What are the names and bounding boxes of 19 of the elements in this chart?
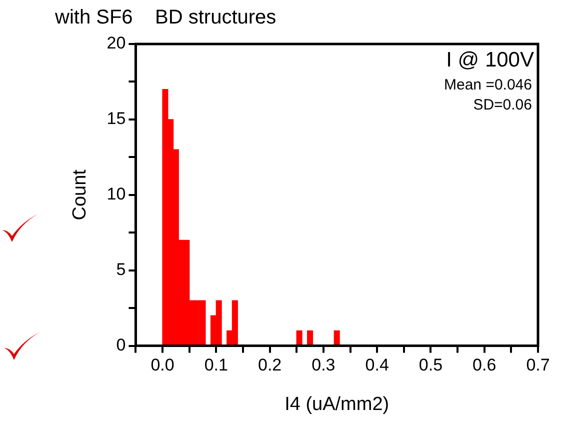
x-tick-label: 0.5 (418, 356, 443, 375)
chart-title: with SF6 BD structures (54, 6, 276, 29)
x-axis-title: I4 (uA/mm2) (284, 394, 390, 415)
x-tick-label: 0.6 (472, 356, 496, 375)
annotation: I @ 100V (446, 48, 534, 72)
x-tick-label: 0.1 (204, 356, 228, 375)
y-tick-label: 20 (106, 34, 126, 53)
annotation: Mean =0.046 (444, 76, 532, 94)
x-tick-label: 0.7 (526, 356, 550, 375)
y-tick-label: 15 (106, 109, 126, 128)
x-tick-label: 0.4 (365, 356, 389, 375)
y-tick-label: 10 (106, 184, 126, 204)
y-axis-title: Count (70, 168, 91, 220)
x-tick-label: 0.2 (258, 356, 282, 375)
annotation: SD=0.06 (473, 96, 532, 114)
y-tick-label: 0 (116, 335, 126, 354)
y-tick-label: 5 (116, 260, 126, 280)
x-tick-label: 0.3 (312, 356, 336, 375)
x-tick-label: 0.0 (150, 356, 174, 375)
